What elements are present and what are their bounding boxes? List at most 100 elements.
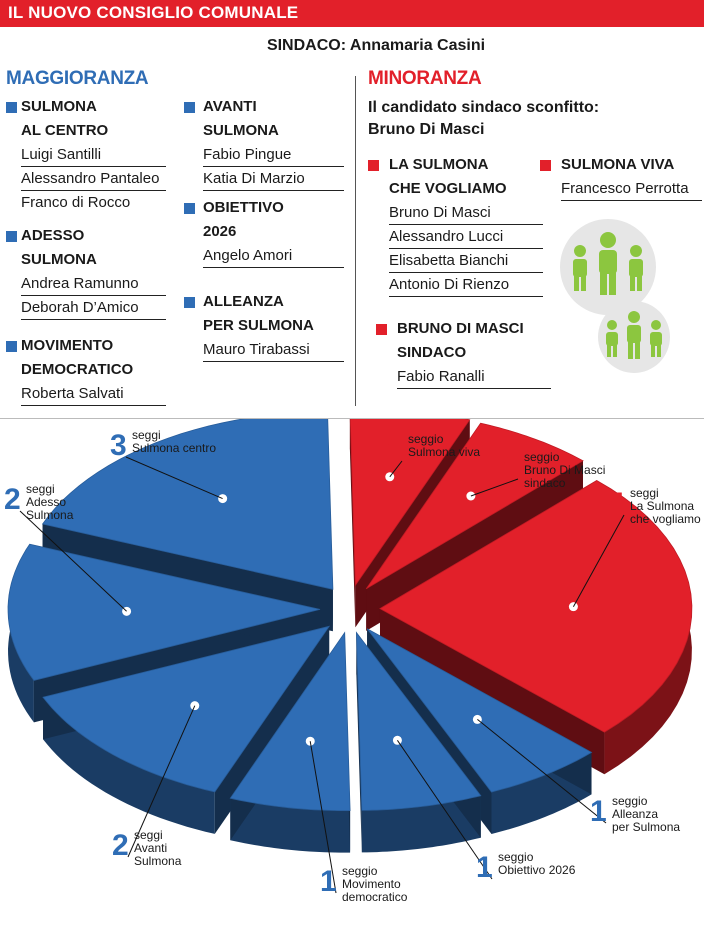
member-name: Andrea Ramunno <box>21 272 166 296</box>
party-label: La Sulmona <box>630 499 694 513</box>
seat-word: seggio <box>524 450 560 464</box>
seat-count: 1 <box>502 451 519 484</box>
slice-top <box>379 480 693 733</box>
party-name: SULMONA <box>21 251 97 268</box>
member-name: Antonio Di Rienzo <box>389 273 543 297</box>
member-name: Alessandro Lucci <box>389 225 543 249</box>
seat-word: seggio <box>612 794 648 808</box>
member-name: Fabio Ranalli <box>397 365 551 389</box>
slice-anchor-dot <box>466 491 476 501</box>
slice-top <box>355 631 482 811</box>
party-name: LA SULMONA <box>389 156 489 173</box>
seat-count: 2 <box>112 829 129 862</box>
party-label: sindaco <box>524 476 566 490</box>
member-name: Francesco Perrotta <box>561 177 702 201</box>
seat-count: 4 <box>608 487 625 520</box>
party-name: 2026 <box>203 223 237 240</box>
seat-count: 1 <box>386 433 403 466</box>
member-name: Katia Di Marzio <box>203 167 344 191</box>
party-label: democratico <box>342 890 408 904</box>
maggioranza-title: MAGGIORANZA <box>6 68 149 89</box>
leader-line <box>389 460 403 478</box>
people-group-icon <box>598 301 670 373</box>
slice-wall <box>349 419 356 628</box>
party-label: Sulmona centro <box>132 441 216 455</box>
party-label: Bruno Di Masci <box>524 463 605 477</box>
seat-word: seggi <box>134 828 163 842</box>
party-name: BRUNO DI MASCI <box>397 320 524 337</box>
party-label: Sulmona viva <box>408 445 480 459</box>
party-sulmona-viva: SULMONA VIVA Francesco Perrotta <box>540 153 702 201</box>
party-name: ALLEANZA <box>203 293 284 310</box>
member-list: Fabio Ranalli <box>376 365 551 389</box>
party-marker <box>6 102 17 113</box>
party-sulmona-al-centro: SULMONA AL CENTRO Luigi Santilli Alessan… <box>6 95 166 214</box>
member-list: Bruno Di Masci Alessandro Lucci Elisabet… <box>368 201 543 297</box>
party-name: SINDACO <box>397 344 467 361</box>
party-name: MOVIMENTO <box>21 337 114 354</box>
people-group-icon <box>560 219 656 315</box>
party-marker <box>184 102 195 113</box>
party-name: DEMOCRATICO <box>21 361 134 378</box>
member-name: Elisabetta Bianchi <box>389 249 543 273</box>
seat-word: seggio <box>408 432 444 446</box>
member-name: Alessandro Pantaleo <box>21 167 166 191</box>
seat-word: seggio <box>498 850 534 864</box>
seat-word: seggi <box>132 428 161 442</box>
slice-top <box>7 543 321 681</box>
subtitle-line: Bruno Di Masci <box>368 121 485 138</box>
slice-side <box>361 795 481 853</box>
sindaco-label: SINDACO: Annamaria Casini <box>0 37 704 55</box>
member-list: Andrea Ramunno Deborah D’Amico <box>6 272 166 320</box>
member-name: Bruno Di Masci <box>389 201 543 225</box>
party-obiettivo-2026: OBIETTIVO 2026 Angelo Amori <box>184 196 344 268</box>
minoranza-title: MINORANZA <box>368 68 482 89</box>
party-label: Adesso <box>26 495 66 509</box>
header-bar: IL NUOVO CONSIGLIO COMUNALE <box>0 0 704 27</box>
member-list: Francesco Perrotta <box>540 177 702 201</box>
party-name: AVANTI <box>203 98 257 115</box>
member-name: Roberta Salvati <box>21 382 166 406</box>
party-name: AL CENTRO <box>21 122 109 139</box>
party-alleanza-per-sulmona: ALLEANZA PER SULMONA Mauro Tirabassi <box>184 290 344 362</box>
member-list: Fabio Pingue Katia Di Marzio <box>184 143 344 191</box>
pie-slices <box>7 419 693 853</box>
party-movimento-democratico: MOVIMENTO DEMOCRATICO Roberta Salvati <box>6 334 166 406</box>
party-marker <box>6 231 17 242</box>
leader-line <box>127 705 196 858</box>
party-name: CHE VOGLIAMO <box>389 180 507 197</box>
party-marker <box>184 297 195 308</box>
leader-line <box>572 514 625 607</box>
slice-top <box>349 419 471 587</box>
leader-line <box>125 456 223 500</box>
slice-side <box>230 798 351 853</box>
slice-top <box>42 625 331 793</box>
pie-slice <box>355 631 482 853</box>
party-name: SULMONA <box>21 98 97 115</box>
party-bruno-di-masci-sindaco: BRUNO DI MASCI SINDACO Fabio Ranalli <box>376 317 551 389</box>
member-list: Roberta Salvati <box>6 382 166 406</box>
subtitle-line: Il candidato sindaco sconfitto: <box>368 99 600 116</box>
party-label: Movimento <box>342 877 401 891</box>
member-list: Mauro Tirabassi <box>184 338 344 362</box>
party-adesso-sulmona: ADESSO SULMONA Andrea Ramunno Deborah D’… <box>6 224 166 320</box>
minoranza-subtitle: Il candidato sindaco sconfitto: Bruno Di… <box>368 97 698 141</box>
party-label: per Sulmona <box>612 820 680 834</box>
slice-top <box>366 628 593 793</box>
party-label: Alleanza <box>612 807 658 821</box>
slice-anchor-dot <box>218 494 228 504</box>
party-name: ADESSO <box>21 227 85 244</box>
member-name: Deborah D’Amico <box>21 296 166 320</box>
seat-count: 1 <box>590 795 607 828</box>
slice-top <box>229 631 351 811</box>
slice-anchor-dot <box>190 701 200 711</box>
slice-top <box>365 422 584 590</box>
